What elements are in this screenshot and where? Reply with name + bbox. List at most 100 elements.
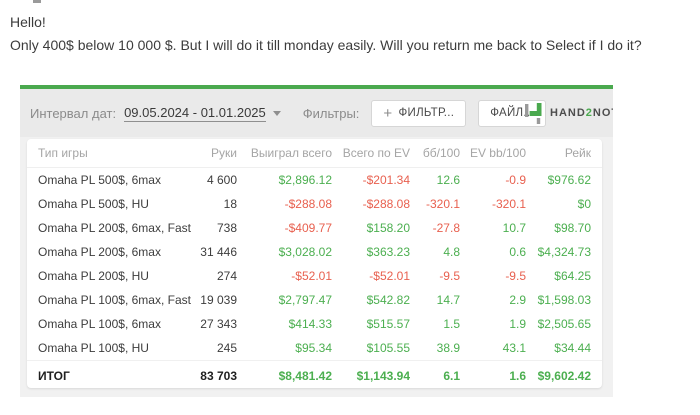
hand2note-logo: HAND2NOTE (525, 89, 613, 137)
total-won: $8,481.42 (237, 360, 332, 388)
cell-ev-total: $363.23 (366, 245, 410, 259)
cell-hands: 274 (216, 269, 237, 283)
cell-rake: $1,598.03 (537, 293, 591, 307)
cell-ev-bb100: -0.9 (505, 173, 526, 187)
hand2note-logo-text: HAND2NOTE (550, 107, 613, 119)
column-header-ev-total: Всего по EV (332, 139, 410, 168)
results-table-card: Тип игры Руки Выиграл всего Всего по EV … (27, 139, 602, 388)
table-header-row: Тип игры Руки Выиграл всего Всего по EV … (27, 139, 602, 168)
cell-won-total: -$288.08 (284, 197, 332, 211)
column-header-rake: Рейк (526, 139, 602, 168)
cell-rake: $4,324.73 (537, 245, 591, 259)
total-ev: $1,143.94 (332, 360, 410, 388)
total-ev-bb100: 1.6 (460, 360, 526, 388)
cell-bb100: 14.7 (436, 293, 460, 307)
cell-rake: $64.25 (554, 269, 591, 283)
cell-bb100: -9.5 (439, 269, 460, 283)
cell-ev-bb100: 2.9 (509, 293, 526, 307)
cell-ev-total: -$52.01 (369, 269, 410, 283)
table-row[interactable]: Omaha PL 500$, 6max 4 600 $2,896.12 -$20… (27, 168, 602, 193)
table-row[interactable]: Omaha PL 200$, 6max 31 446 $3,028.02 $36… (27, 240, 602, 264)
filters-label: Фильтры: (302, 105, 360, 121)
hand2note-logo-icon (525, 103, 542, 124)
date-range-value: 09.05.2024 - 01.01.2025 (124, 104, 266, 120)
table-row[interactable]: Omaha PL 500$, HU 18 -$288.08 -$288.08 -… (27, 192, 602, 216)
cell-won-total: $3,028.02 (278, 245, 332, 259)
cell-ev-bb100: 0.6 (509, 245, 526, 259)
cell-ev-total: $105.55 (366, 341, 410, 355)
cell-ev-bb100: 10.7 (502, 221, 526, 235)
cell-hands: 4 600 (206, 173, 237, 187)
cell-game-type: Omaha PL 100$, 6max (38, 317, 161, 331)
add-filter-button-label: ФИЛЬТР... (398, 107, 455, 119)
cell-bb100: -320.1 (425, 197, 460, 211)
chevron-down-icon[interactable] (272, 110, 281, 116)
cell-ev-bb100: -320.1 (491, 197, 526, 211)
date-interval-label: Интервал дат: (30, 105, 117, 121)
hand2note-report-panel: Интервал дат: 09.05.2024 - 01.01.2025 Фи… (20, 85, 613, 397)
cell-rake: $976.62 (547, 173, 591, 187)
cell-hands: 18 (223, 197, 237, 211)
total-label: ИТОГ (27, 360, 192, 388)
cell-bb100: -27.8 (432, 221, 460, 235)
cell-rake: $34.44 (554, 341, 591, 355)
cell-bb100: 38.9 (436, 341, 460, 355)
cell-rake: $98.70 (554, 221, 591, 235)
date-range-selector[interactable]: 09.05.2024 - 01.01.2025 (124, 105, 266, 122)
cell-won-total: $2,896.12 (278, 173, 332, 187)
add-filter-button[interactable]: + ФИЛЬТР... (371, 99, 467, 127)
total-hands: 83 703 (192, 360, 237, 388)
cell-bb100: 4.8 (443, 245, 460, 259)
column-header-won-total: Выиграл всего (237, 139, 332, 168)
cell-hands: 245 (216, 341, 237, 355)
cell-ev-bb100: 1.9 (509, 317, 526, 331)
cell-game-type: Omaha PL 500$, 6max (38, 173, 161, 187)
cell-rake: $0 (577, 197, 591, 211)
table-row[interactable]: Omaha PL 200$, HU 274 -$52.01 -$52.01 -9… (27, 264, 602, 288)
total-bb100: 6.1 (410, 360, 460, 388)
cell-ev-total: $542.82 (366, 293, 410, 307)
table-row[interactable]: Omaha PL 100$, 6max, Fast 19 039 $2,797.… (27, 288, 602, 312)
cell-game-type: Omaha PL 100$, HU (38, 341, 149, 355)
cell-game-type: Omaha PL 200$, HU (38, 269, 149, 283)
table-row[interactable]: Omaha PL 100$, 6max 27 343 $414.33 $515.… (27, 312, 602, 336)
cell-game-type: Omaha PL 200$, 6max, Fast (38, 221, 191, 235)
cell-ev-bb100: 43.1 (502, 341, 526, 355)
cell-won-total: -$52.01 (291, 269, 332, 283)
cell-ev-total: -$201.34 (362, 173, 410, 187)
cell-bb100: 12.6 (436, 173, 460, 187)
plus-icon: + (383, 104, 393, 122)
results-table: Тип игры Руки Выиграл всего Всего по EV … (27, 139, 602, 388)
cell-game-type: Omaha PL 100$, 6max, Fast (38, 293, 191, 307)
report-toolbar: Интервал дат: 09.05.2024 - 01.01.2025 Фи… (20, 89, 613, 137)
cell-won-total: $2,797.47 (278, 293, 332, 307)
cell-hands: 738 (216, 221, 237, 235)
total-rake: $9,602.42 (526, 360, 602, 388)
cell-ev-total: $158.20 (366, 221, 410, 235)
cell-ev-total: -$288.08 (362, 197, 410, 211)
column-header-bb100: бб/100 (410, 139, 460, 168)
cropped-text-fragment (33, 0, 41, 3)
cell-ev-bb100: -9.5 (505, 269, 526, 283)
cell-won-total: -$409.77 (284, 221, 332, 235)
table-row[interactable]: Omaha PL 100$, HU 245 $95.34 $105.55 38.… (27, 336, 602, 361)
cell-hands: 27 343 (200, 317, 237, 331)
cell-won-total: $414.33 (288, 317, 332, 331)
message-greeting: Hello! (10, 14, 46, 30)
cell-won-total: $95.34 (295, 341, 332, 355)
column-header-ev-bb100: EV bb/100 (460, 139, 526, 168)
cell-game-type: Omaha PL 200$, 6max (38, 245, 161, 259)
table-total-row: ИТОГ 83 703 $8,481.42 $1,143.94 6.1 1.6 … (27, 360, 602, 388)
cell-game-type: Omaha PL 500$, HU (38, 197, 149, 211)
table-row[interactable]: Omaha PL 200$, 6max, Fast 738 -$409.77 $… (27, 216, 602, 240)
chat-message: Hello! Only 400$ below 10 000 $. But I w… (10, 11, 642, 57)
cell-rake: $2,505.65 (537, 317, 591, 331)
cell-bb100: 1.5 (443, 317, 460, 331)
cell-hands: 31 446 (200, 245, 237, 259)
cell-hands: 19 039 (200, 293, 237, 307)
message-body: Only 400$ below 10 000 $. But I will do … (10, 37, 642, 53)
column-header-hands: Руки (192, 139, 237, 168)
column-header-game-type: Тип игры (27, 139, 192, 168)
file-button-label: ФАЙЛ... (490, 107, 534, 119)
cell-ev-total: $515.57 (366, 317, 410, 331)
